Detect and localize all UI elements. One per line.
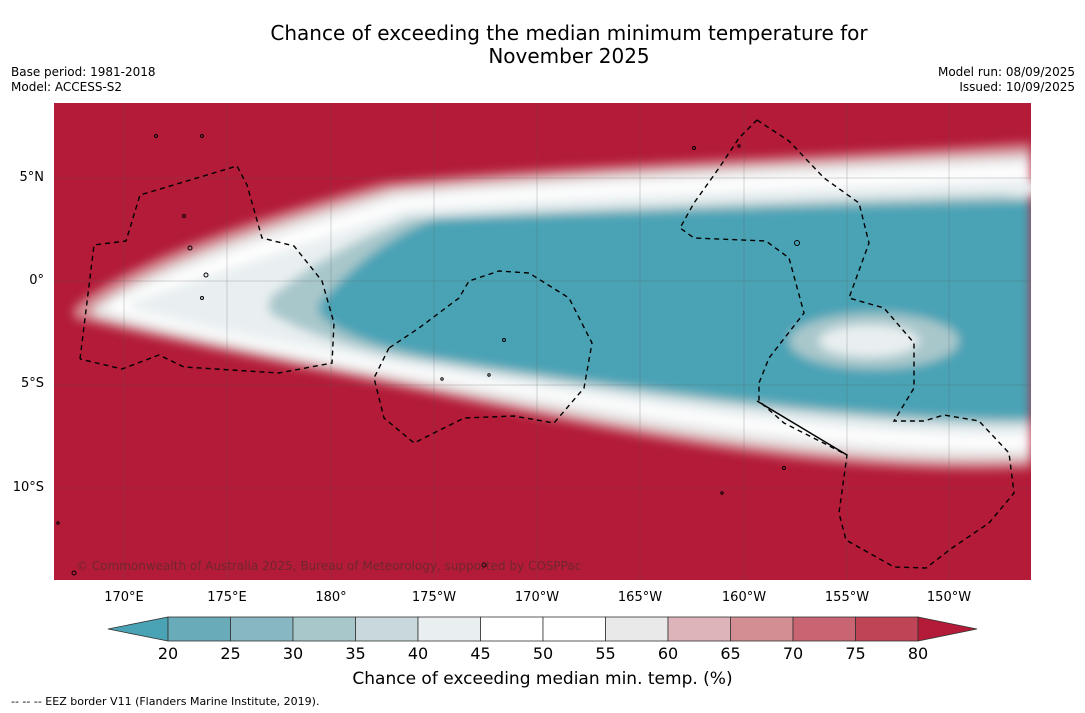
copyright-notice: © Commonwealth of Australia 2025, Bureau… [76,559,582,573]
colorbar-tick-70: 70 [782,644,804,663]
model-name: Model: ACCESS-S2 [11,80,123,94]
islands [56,134,800,576]
colorbar-swatch-55-60 [605,616,669,642]
colorbar-swatch-50-55 [542,616,606,642]
colorbar-tick-80: 80 [907,644,929,663]
eez-borders [79,119,1015,569]
colorbar-tick-20: 20 [157,644,179,663]
title-line-2: November 2025 [488,44,650,68]
lon-label-160w: 160°W [721,590,767,605]
lon-label-180: 180° [315,590,347,605]
colorbar-swatch-65-70 [730,616,794,642]
lat-label-0: 0° [29,273,44,288]
meta-right: Model run: 08/09/2025 Issued: 10/09/2025 [938,65,1075,95]
eez-footnote: -- -- -- EEZ border V11 (Flanders Marine… [11,695,320,708]
colorbar-tick-30: 30 [282,644,304,663]
base-period: Base period: 1981-2018 [11,65,156,79]
colorbar-swatch-20-25 [167,616,231,642]
colorbar [107,616,978,642]
colorbar-swatch-25-30 [230,616,294,642]
colorbar-swatch-lt20 [107,616,169,642]
colorbar-tick-75: 75 [845,644,866,663]
lon-label-175w: 175°W [411,590,457,605]
colorbar-swatch-40-45 [417,616,481,642]
lat-label-5s: 5°S [20,376,44,391]
lon-label-170w: 170°W [514,590,560,605]
lon-label-150w: 150°W [926,590,972,605]
colorbar-swatch-35-40 [355,616,419,642]
colorbar-tick-50: 50 [532,644,554,663]
lon-label-165w: 165°W [617,590,663,605]
colorbar-swatch-30-35 [292,616,356,642]
colorbar-swatch-45-50 [480,616,544,642]
colorbar-label: Chance of exceeding median min. temp. (%… [352,669,733,689]
meta-left: Base period: 1981-2018 Model: ACCESS-S2 [11,65,156,95]
lon-label-155w: 155°W [824,590,870,605]
issued-date: Issued: 10/09/2025 [959,80,1075,94]
forecast-map [54,103,1031,580]
model-run: Model run: 08/09/2025 [937,65,1075,79]
colorbar-swatch-70-75 [792,616,856,642]
colorbar-tick-45: 45 [470,644,491,663]
colorbar-tick-55: 55 [595,644,616,663]
lon-label-170e: 170°E [104,590,144,605]
colorbar-tick-65: 65 [720,644,741,663]
lon-label-175e: 175°E [207,590,247,605]
colorbar-tick-60: 60 [657,644,679,663]
probability-field [74,143,1031,470]
colorbar-tick-40: 40 [407,644,429,663]
colorbar-swatch-75-80 [855,616,919,642]
title-line-1: Chance of exceeding the median minimum t… [270,21,868,45]
colorbar-tick-25: 25 [220,644,241,663]
lat-label-10s: 10°S [12,480,44,495]
colorbar-swatch-60-65 [667,616,731,642]
colorbar-tick-35: 35 [345,644,366,663]
lat-label-5n: 5°N [19,170,45,185]
map-title: Chance of exceeding the median minimum t… [0,22,1085,68]
colorbar-swatch-gt80 [917,616,978,642]
map-panel [54,103,1031,580]
